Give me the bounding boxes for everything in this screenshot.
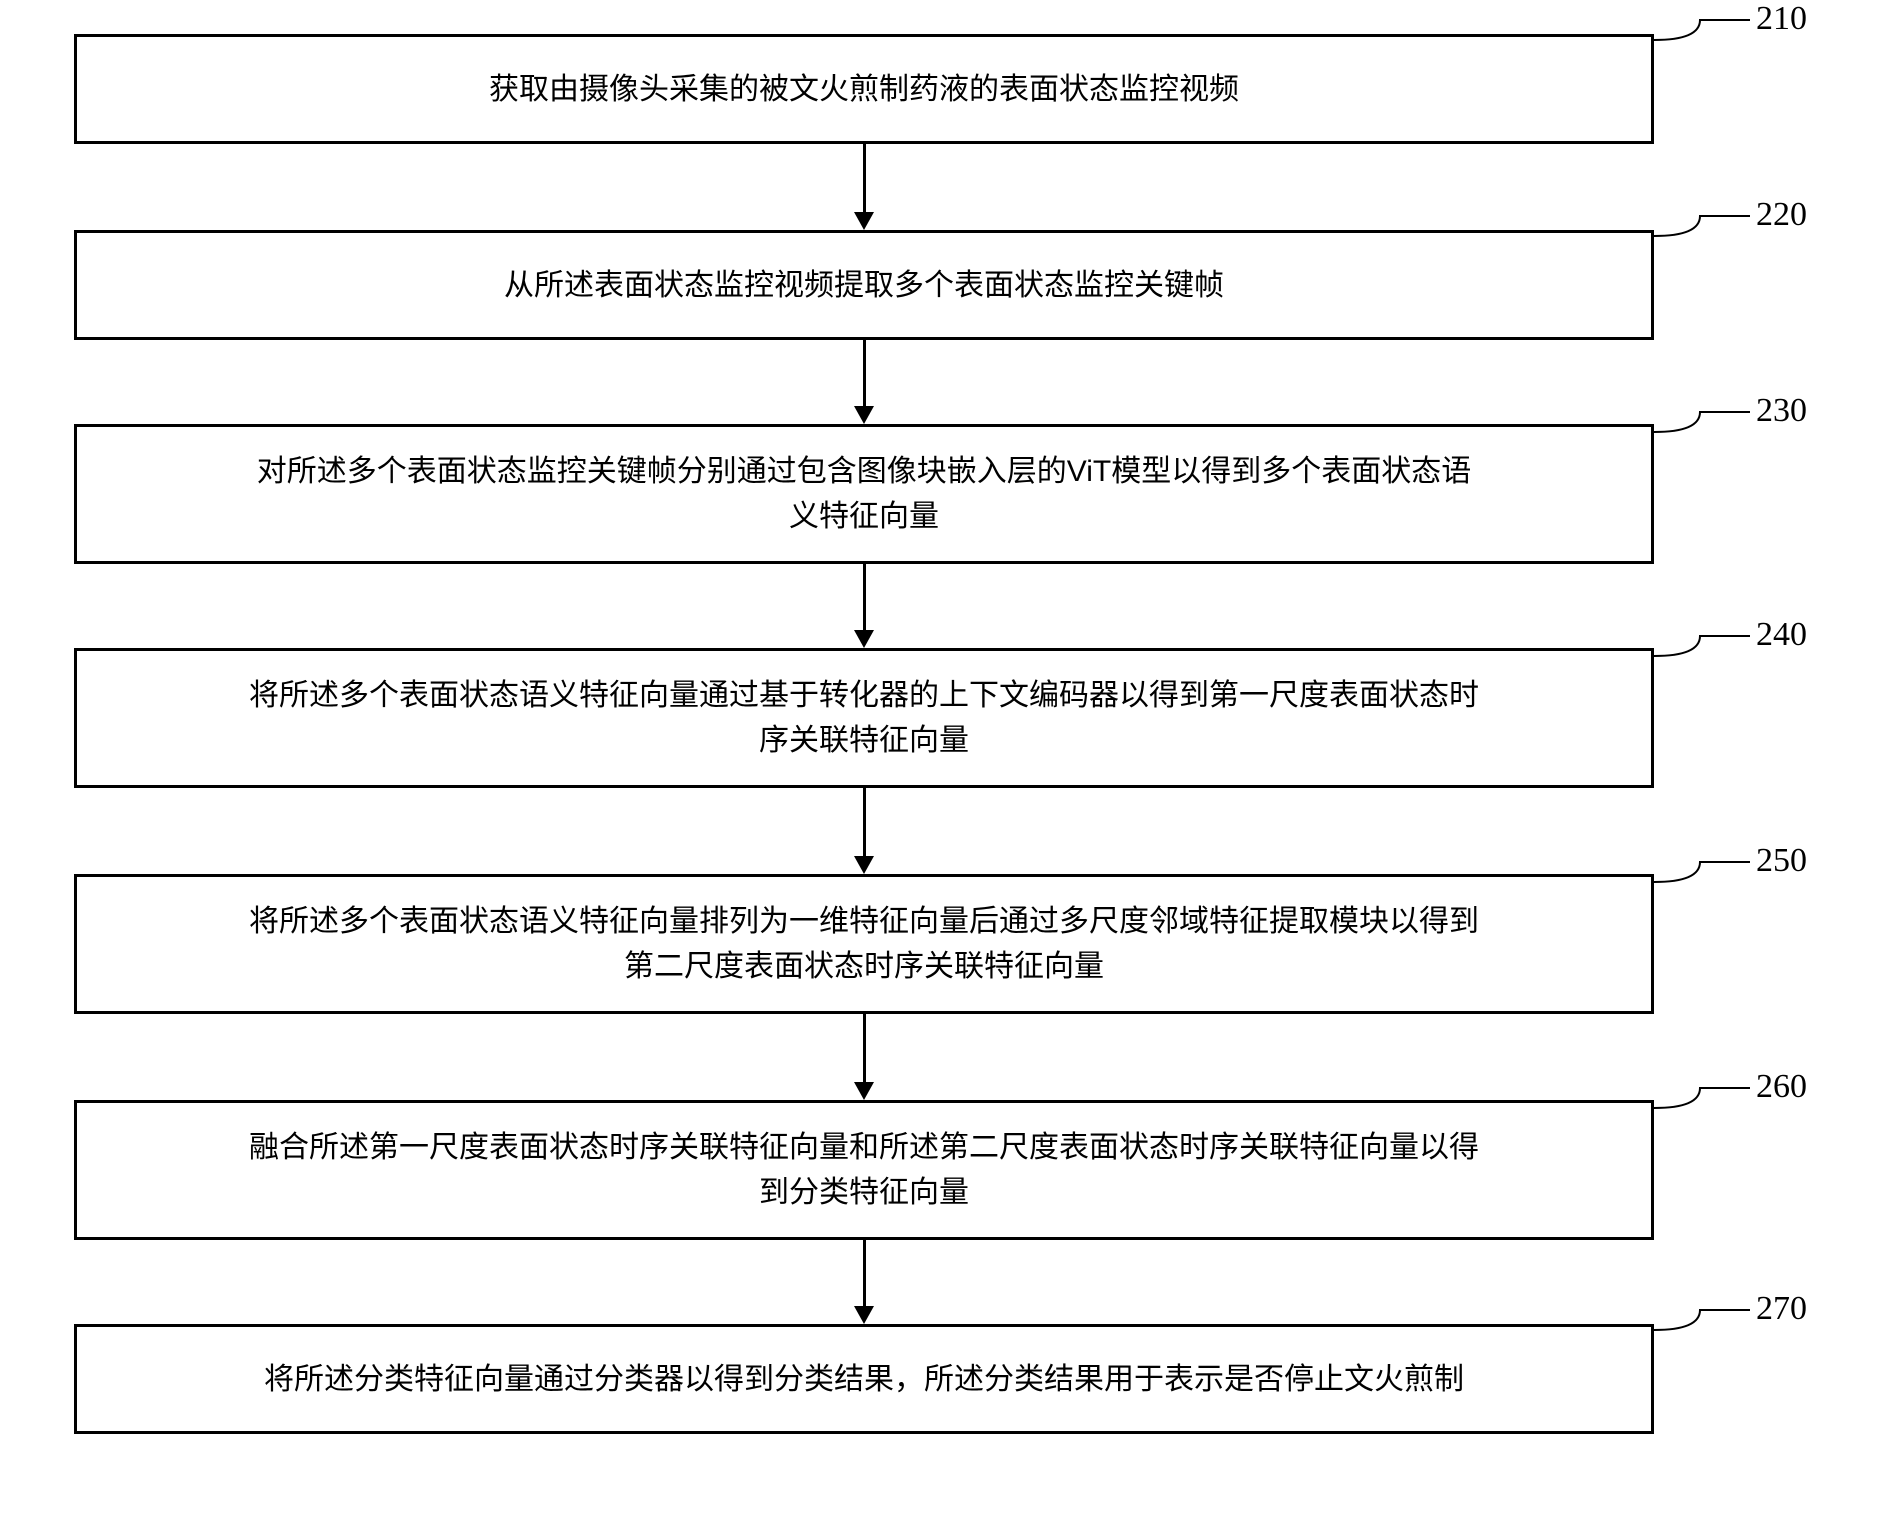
- step-text-210: 获取由摄像头采集的被文火煎制药液的表面状态监控视频: [489, 67, 1239, 112]
- flowchart-canvas: 获取由摄像头采集的被文火煎制药液的表面状态监控视频 210 从所述表面状态监控视频提…: [0, 0, 1903, 1520]
- callout-curve-260: [1654, 1084, 1754, 1112]
- arrow-line: [863, 564, 866, 630]
- step-box-220: 从所述表面状态监控视频提取多个表面状态监控关键帧: [74, 230, 1654, 340]
- step-label-260: 260: [1756, 1068, 1807, 1106]
- step-label-230: 230: [1756, 392, 1807, 430]
- step-label-220: 220: [1756, 196, 1807, 234]
- step-box-260: 融合所述第一尺度表面状态时序关联特征向量和所述第二尺度表面状态时序关联特征向量以…: [74, 1100, 1654, 1240]
- callout-curve-250: [1654, 858, 1754, 886]
- arrow-head-icon: [854, 630, 874, 648]
- callout-curve-270: [1654, 1306, 1754, 1334]
- arrow-line: [863, 1240, 866, 1306]
- step-label-270: 270: [1756, 1290, 1807, 1328]
- arrow-line: [863, 788, 866, 856]
- step-label-240: 240: [1756, 616, 1807, 654]
- step-label-250: 250: [1756, 842, 1807, 880]
- step-text-220: 从所述表面状态监控视频提取多个表面状态监控关键帧: [504, 263, 1224, 308]
- step-box-230: 对所述多个表面状态监控关键帧分别通过包含图像块嵌入层的ViT模型以得到多个表面状…: [74, 424, 1654, 564]
- callout-curve-230: [1654, 408, 1754, 436]
- step-label-210: 210: [1756, 0, 1807, 38]
- arrow-head-icon: [854, 1306, 874, 1324]
- step-box-270: 将所述分类特征向量通过分类器以得到分类结果，所述分类结果用于表示是否停止文火煎制: [74, 1324, 1654, 1434]
- step-box-210: 获取由摄像头采集的被文火煎制药液的表面状态监控视频: [74, 34, 1654, 144]
- arrow-head-icon: [854, 212, 874, 230]
- step-text-230: 对所述多个表面状态监控关键帧分别通过包含图像块嵌入层的ViT模型以得到多个表面状…: [257, 449, 1471, 539]
- step-box-240: 将所述多个表面状态语义特征向量通过基于转化器的上下文编码器以得到第一尺度表面状态…: [74, 648, 1654, 788]
- arrow-line: [863, 1014, 866, 1082]
- arrow-head-icon: [854, 1082, 874, 1100]
- step-text-240: 将所述多个表面状态语义特征向量通过基于转化器的上下文编码器以得到第一尺度表面状态…: [249, 673, 1479, 763]
- callout-curve-220: [1654, 212, 1754, 240]
- arrow-head-icon: [854, 856, 874, 874]
- arrow-line: [863, 144, 866, 212]
- step-box-250: 将所述多个表面状态语义特征向量排列为一维特征向量后通过多尺度邻域特征提取模块以得…: [74, 874, 1654, 1014]
- step-text-270: 将所述分类特征向量通过分类器以得到分类结果，所述分类结果用于表示是否停止文火煎制: [264, 1357, 1464, 1402]
- arrow-head-icon: [854, 406, 874, 424]
- callout-curve-240: [1654, 632, 1754, 660]
- step-text-260: 融合所述第一尺度表面状态时序关联特征向量和所述第二尺度表面状态时序关联特征向量以…: [249, 1125, 1479, 1215]
- step-text-250: 将所述多个表面状态语义特征向量排列为一维特征向量后通过多尺度邻域特征提取模块以得…: [249, 899, 1479, 989]
- arrow-line: [863, 340, 866, 406]
- callout-curve-210: [1654, 16, 1754, 44]
